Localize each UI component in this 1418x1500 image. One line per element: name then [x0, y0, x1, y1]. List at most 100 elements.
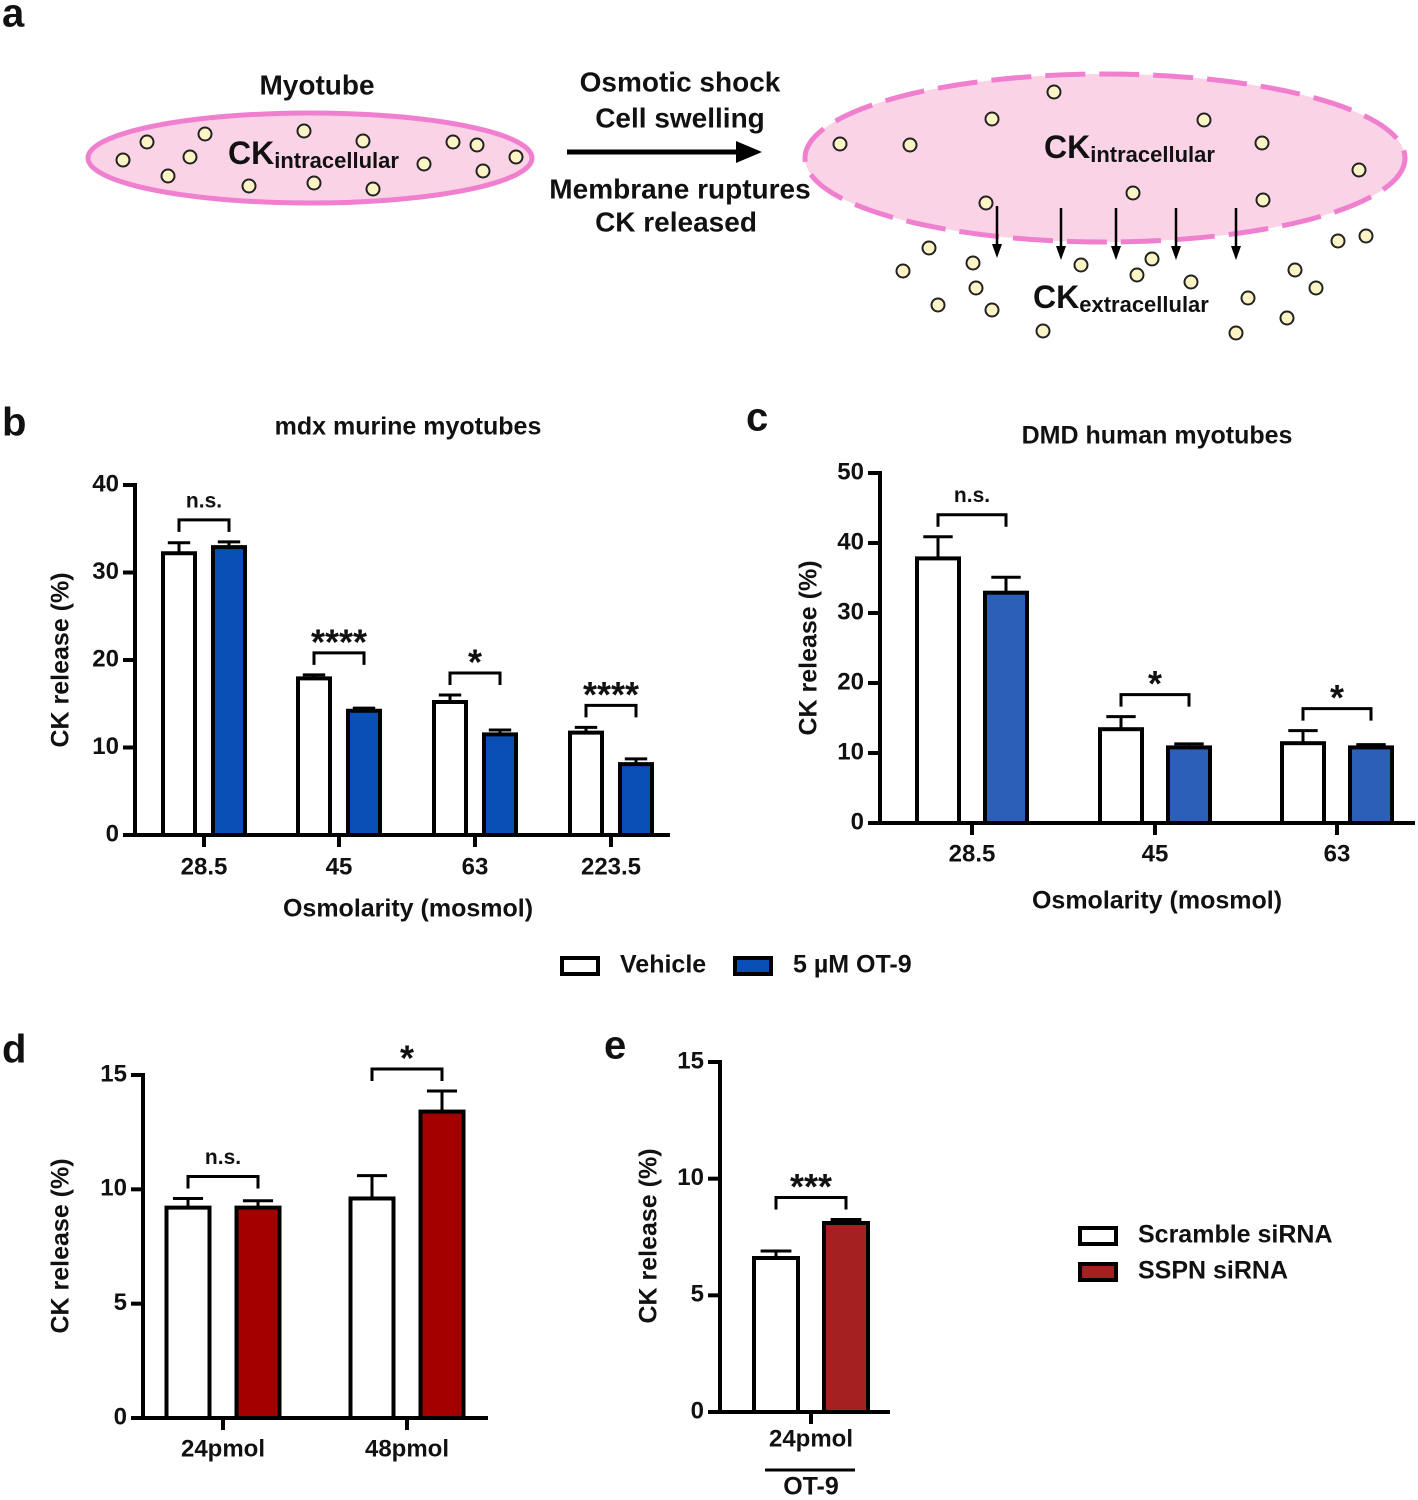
y-axis-label: CK release (%) [635, 1148, 663, 1323]
ck-dot [355, 133, 371, 149]
ck-dot [1255, 192, 1271, 208]
significance-label: * [400, 1038, 414, 1079]
significance-bracket [186, 1174, 260, 1189]
chart: b mdx murine myotubes CK release (%) Osmola… [2, 401, 912, 979]
ck-dot [984, 111, 1000, 127]
significance-label: * [468, 642, 482, 683]
bar [1166, 745, 1212, 826]
arrow-top-label: Cell swelling [595, 102, 765, 133]
ck-dot [1129, 267, 1145, 283]
y-tick-label: 20 [837, 668, 864, 695]
y-tick-label: 15 [100, 1060, 127, 1087]
bar [432, 700, 468, 837]
ck-dot [1308, 280, 1324, 296]
ck-dot [508, 149, 524, 165]
ck-dot [930, 297, 946, 313]
significance-label: *** [790, 1166, 832, 1207]
y-tick-label: 0 [106, 820, 119, 847]
panel-letter: c [746, 396, 768, 440]
y-tick-label: 30 [837, 598, 864, 625]
significance-bracket [1301, 707, 1373, 721]
ck-dot [965, 255, 981, 271]
y-tick-label: 15 [677, 1047, 704, 1074]
ck-sub: intracellular [1090, 142, 1215, 167]
significance-label: n.s. [205, 1146, 241, 1169]
legend-label: Scramble siRNA [1138, 1221, 1333, 1249]
x-tick-label: 48pmol [365, 1435, 449, 1462]
ck-dot [115, 152, 131, 168]
ck-dot [1073, 257, 1089, 273]
bar [983, 590, 1029, 826]
significance-bracket [584, 703, 638, 718]
legend-label: Vehicle [620, 951, 706, 979]
y-tick-label: 40 [837, 528, 864, 555]
panel-a: a Myotube CKintracellular Osmotic shock … [2, 0, 1408, 341]
ck-dot [1228, 325, 1244, 341]
ck-dot [1240, 290, 1256, 306]
ck-dot [197, 126, 213, 142]
legend-swatch [560, 956, 600, 976]
x-tick-label: 45 [1142, 840, 1169, 867]
bar [568, 730, 604, 837]
ck-main: CK [228, 135, 274, 171]
ck-sub: extracellular [1079, 292, 1209, 317]
arrow-bottom-label: CK released [595, 206, 757, 237]
ck-dot [182, 149, 198, 165]
ck-dot [1330, 233, 1346, 249]
legend-swatch [1078, 1262, 1118, 1282]
significance-label: * [1330, 677, 1344, 718]
ck-dot [1144, 251, 1160, 267]
significance-bracket [448, 671, 502, 685]
x-tick-label: 24pmol [181, 1435, 265, 1462]
x-axis-label: Osmolarity (mosmol) [1032, 887, 1282, 915]
ck-dot [475, 163, 491, 179]
ck-dot [139, 134, 155, 150]
ck-main: CK [1033, 279, 1079, 315]
bar [1348, 745, 1394, 826]
release-arrow-head [992, 244, 1002, 258]
y-tick-label: 5 [114, 1289, 127, 1316]
ck-dot [1254, 135, 1270, 151]
significance-bracket [774, 1196, 848, 1210]
x-axis-label: OT-9 [783, 1473, 839, 1500]
significance-bracket [312, 651, 366, 665]
bar [1280, 741, 1326, 826]
x-tick-label: 28.5 [949, 840, 996, 867]
ck-dot [978, 195, 994, 211]
bar [418, 1109, 466, 1420]
significance-label: n.s. [186, 489, 222, 512]
ck-dot [1125, 185, 1141, 201]
ck-dot [1287, 262, 1303, 278]
significance-bracket [370, 1067, 444, 1082]
y-tick-label: 0 [691, 1397, 704, 1424]
x-tick-label: 45 [326, 853, 353, 880]
x-tick-label: 223.5 [581, 853, 641, 880]
ck-label: CKintracellular [228, 135, 399, 172]
ck-dot [895, 263, 911, 279]
ck-dot [1351, 162, 1367, 178]
y-tick-label: 40 [92, 470, 119, 497]
y-axis-label: CK release (%) [47, 1158, 75, 1333]
chart-title: mdx murine myotubes [275, 413, 542, 441]
ck-dot [1279, 310, 1295, 326]
bar [211, 545, 247, 837]
ck-dot [1183, 274, 1199, 290]
significance-bracket [177, 518, 231, 532]
y-axis-label: CK release (%) [47, 572, 75, 747]
arrow-bottom-label: Membrane ruptures [549, 173, 810, 204]
release-arrow-head [1171, 246, 1181, 260]
bar [346, 708, 382, 837]
chart: c DMD human myotubes CK release (%) Osmolar… [746, 396, 1415, 915]
swollen-myotube [802, 71, 1408, 245]
ck-dot [160, 168, 176, 184]
chart: d CK release (%) 0 5 10 15 24pmol n.s. 48pmol * [2, 1028, 488, 1462]
bar [752, 1256, 800, 1414]
significance-label: **** [311, 621, 367, 662]
x-tick-label: 63 [462, 853, 489, 880]
release-arrow-head [1231, 246, 1241, 260]
ck-dot [241, 178, 257, 194]
arrow-head [736, 141, 762, 163]
ck-sub: intracellular [274, 148, 399, 173]
ck-dot [968, 280, 984, 296]
